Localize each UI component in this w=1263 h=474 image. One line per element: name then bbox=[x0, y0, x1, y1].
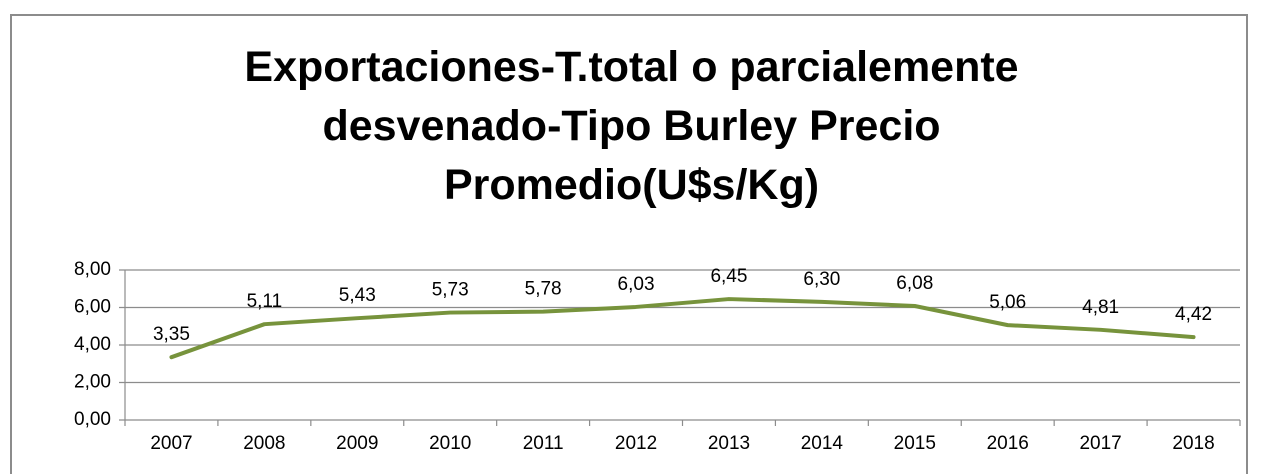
y-tick-label: 2,00 bbox=[74, 372, 111, 393]
line bbox=[169, 297, 1196, 360]
data-label: 6,08 bbox=[896, 273, 933, 294]
chart-title-box: Exportaciones-T.total o parcialemente de… bbox=[0, 38, 1263, 215]
y-tick-label: 8,00 bbox=[74, 259, 111, 280]
x-tick-label: 2010 bbox=[429, 433, 471, 454]
data-label: 5,11 bbox=[247, 291, 283, 312]
x-tick-label: 2008 bbox=[243, 433, 285, 454]
data-label: 5,78 bbox=[525, 279, 562, 300]
y-tick-label: 4,00 bbox=[74, 334, 111, 355]
x-tick-label: 2014 bbox=[801, 433, 844, 454]
x-tick-label: 2015 bbox=[894, 433, 936, 454]
x-tick-label: 2007 bbox=[150, 433, 192, 454]
data-label: 4,81 bbox=[1082, 297, 1119, 318]
x-tick-label: 2012 bbox=[615, 433, 657, 454]
data-label: 5,06 bbox=[989, 292, 1026, 313]
data-label: 4,42 bbox=[1175, 304, 1212, 325]
x-tick-label: 2018 bbox=[1172, 433, 1214, 454]
x-tick-label: 2017 bbox=[1079, 433, 1121, 454]
data-label: 6,03 bbox=[618, 274, 655, 295]
data-label: 6,45 bbox=[710, 266, 747, 287]
y-tick-label: 0,00 bbox=[74, 409, 111, 430]
chart-title: Exportaciones-T.total o parcialemente de… bbox=[244, 43, 1019, 209]
y-tick-label: 6,00 bbox=[74, 297, 111, 318]
data-label: 5,73 bbox=[432, 280, 469, 301]
data-label: 3,35 bbox=[153, 324, 190, 345]
x-tick-label: 2013 bbox=[708, 433, 750, 454]
data-label: 6,30 bbox=[803, 269, 840, 290]
x-tick-label: 2011 bbox=[523, 433, 564, 454]
x-tick-label: 2009 bbox=[336, 433, 378, 454]
x-tick-label: 2016 bbox=[987, 433, 1029, 454]
data-label: 5,43 bbox=[339, 285, 376, 306]
chart-frame bbox=[10, 14, 1248, 474]
